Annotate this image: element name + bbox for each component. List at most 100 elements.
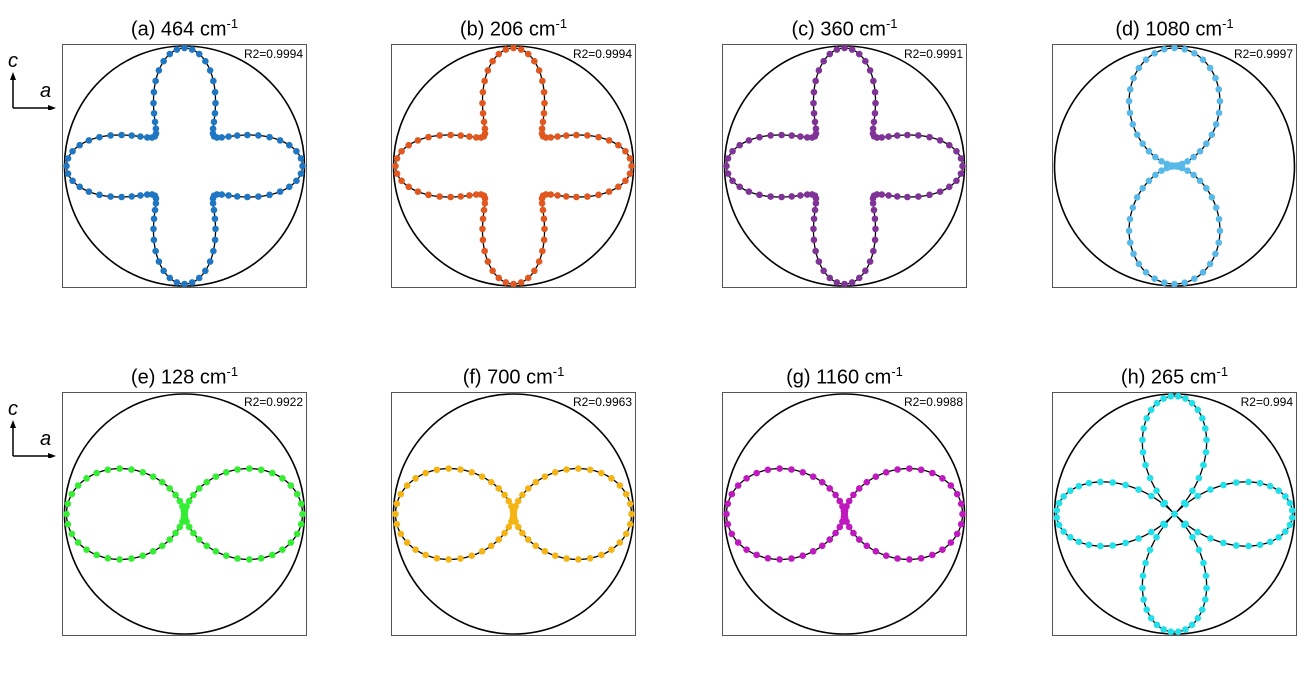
data-point (225, 192, 232, 199)
data-point (538, 125, 546, 133)
data-point (158, 478, 166, 486)
data-point (862, 57, 869, 65)
data-point (398, 177, 405, 185)
data-point (257, 466, 265, 474)
data-point (1153, 621, 1161, 629)
data-point (848, 46, 856, 53)
data-point (1145, 147, 1153, 155)
data-point (1282, 493, 1289, 500)
data-point (778, 193, 785, 201)
data-point (1208, 131, 1216, 138)
data-point (517, 279, 525, 286)
data-point (1181, 46, 1189, 53)
data-point (554, 192, 561, 199)
data-point (155, 258, 163, 265)
data-point (234, 555, 241, 562)
data-point (1215, 86, 1223, 93)
data-point (225, 133, 232, 140)
data-point (1256, 479, 1264, 487)
data-point (1158, 167, 1165, 175)
data-point (1207, 486, 1214, 493)
data-point (535, 67, 543, 74)
data-point (841, 280, 848, 287)
data-point (1191, 275, 1198, 282)
data-point (736, 141, 743, 149)
data-point (269, 469, 276, 477)
data-point (917, 554, 925, 562)
boundary-circle (63, 45, 306, 287)
data-point (206, 258, 214, 265)
data-point (810, 215, 818, 223)
data-point (1174, 628, 1182, 635)
data-point (1215, 239, 1223, 246)
data-point (487, 478, 495, 486)
data-point (512, 518, 519, 525)
data-point (211, 236, 219, 244)
data-point (495, 274, 503, 282)
data-point (1220, 539, 1227, 547)
data-point (279, 546, 286, 553)
data-point (1161, 521, 1169, 529)
data-point (764, 554, 772, 562)
data-point (1158, 157, 1165, 165)
panel-title-text: (d) 1080 cm (1115, 18, 1223, 41)
data-point (1053, 514, 1061, 521)
data-point (756, 191, 763, 199)
data-point (575, 465, 582, 472)
data-point (445, 465, 452, 472)
data-point (939, 475, 946, 482)
data-point (1266, 538, 1274, 546)
data-point (269, 551, 276, 559)
data-point (297, 520, 305, 528)
data-point (815, 258, 823, 265)
data-point (166, 536, 174, 543)
data-point (724, 170, 732, 177)
data-point (150, 99, 157, 107)
data-point (173, 279, 181, 286)
data-point (279, 475, 286, 482)
data-point (422, 551, 429, 559)
data-point (107, 132, 114, 139)
data-point (1129, 204, 1137, 212)
data-point (547, 134, 555, 141)
data-point (538, 199, 546, 207)
data-point (510, 45, 517, 52)
panel-title-text: (a) 464 cm (130, 18, 227, 41)
data-point (843, 518, 850, 525)
data-point (202, 57, 209, 65)
data-point (863, 542, 871, 550)
data-point (480, 118, 488, 126)
data-point (776, 556, 783, 563)
data-point (195, 485, 203, 492)
data-point (1171, 45, 1178, 52)
data-point (195, 274, 203, 282)
data-point (246, 465, 253, 472)
data-point (869, 125, 877, 133)
data-point (64, 520, 72, 528)
data-point (479, 99, 486, 107)
data-point (166, 485, 174, 492)
data-point (210, 206, 218, 214)
data-point (797, 192, 804, 199)
data-point (808, 134, 816, 141)
data-point (487, 542, 495, 550)
data-point (93, 551, 100, 559)
data-point (810, 109, 818, 117)
data-point (74, 539, 82, 546)
data-point (210, 118, 218, 126)
data-point (276, 188, 284, 195)
data-point (1122, 539, 1129, 547)
data-point (841, 45, 848, 52)
data-point (1126, 109, 1134, 117)
data-point (502, 46, 510, 53)
data-point (1126, 239, 1134, 246)
data-point (495, 50, 503, 58)
data-point (917, 466, 925, 474)
data-point (233, 132, 241, 139)
data-point (1202, 448, 1210, 456)
data-point (128, 193, 136, 200)
data-point (1125, 227, 1133, 235)
data-point (255, 132, 262, 139)
data-point (1202, 425, 1209, 432)
data-point (211, 215, 219, 223)
